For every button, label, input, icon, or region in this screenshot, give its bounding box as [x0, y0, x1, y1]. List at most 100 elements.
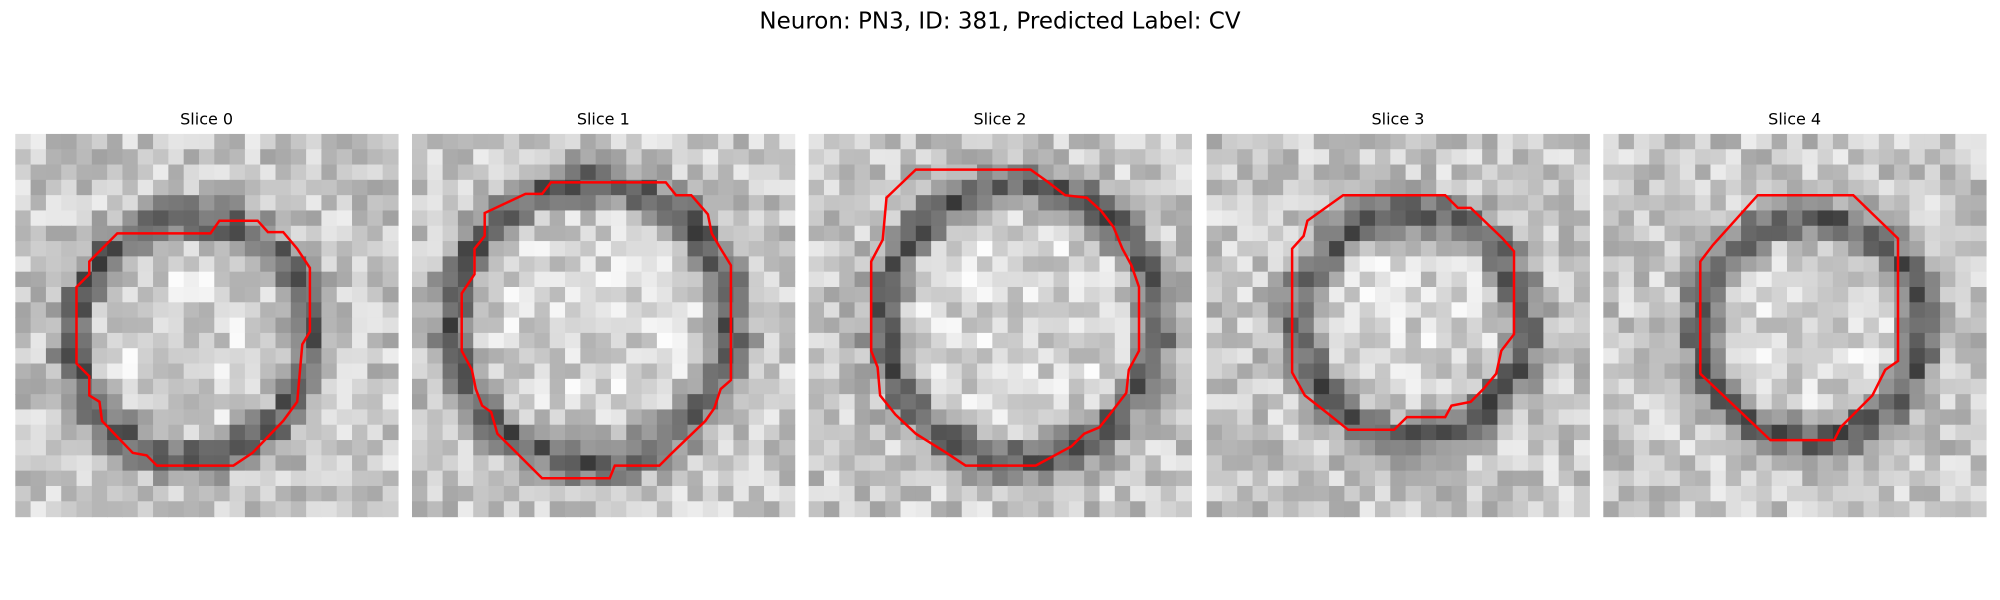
image-pixel — [76, 424, 93, 441]
image-pixel — [1390, 470, 1407, 487]
image-pixel — [869, 485, 886, 502]
image-pixel — [45, 440, 62, 456]
image-pixel — [549, 149, 566, 166]
image-pixel — [1664, 455, 1681, 472]
image-pixel — [580, 455, 597, 472]
image-pixel — [1053, 424, 1070, 441]
image-pixel — [1817, 271, 1834, 288]
image-pixel — [1497, 225, 1514, 242]
image-pixel — [153, 256, 169, 273]
image-pixel — [1390, 256, 1407, 273]
image-pixel — [854, 271, 871, 288]
image-pixel — [1436, 256, 1453, 273]
image-pixel — [1679, 378, 1696, 395]
image-pixel — [91, 271, 108, 288]
image-pixel — [244, 241, 261, 257]
image-pixel — [352, 440, 368, 456]
image-pixel — [306, 394, 323, 411]
image-pixel — [260, 501, 277, 518]
image-pixel — [565, 271, 581, 288]
image-pixel — [854, 286, 871, 303]
image-pixel — [442, 241, 459, 257]
image-pixel — [1237, 210, 1254, 227]
image-pixel — [718, 470, 735, 487]
image-pixel — [1206, 133, 1223, 150]
image-pixel — [168, 424, 185, 441]
image-pixel — [275, 164, 292, 181]
image-pixel — [1252, 164, 1269, 181]
image-pixel — [534, 286, 551, 303]
image-pixel — [1741, 348, 1757, 365]
image-pixel — [534, 179, 551, 196]
image-pixel — [1543, 256, 1560, 273]
image-pixel — [1848, 485, 1865, 502]
image-pixel — [1283, 501, 1300, 518]
image-pixel — [1894, 256, 1911, 273]
image-pixel — [1206, 348, 1223, 365]
image-pixel — [1664, 133, 1681, 150]
image-pixel — [1497, 363, 1514, 380]
image-pixel — [411, 164, 428, 181]
image-pixel — [1664, 149, 1681, 166]
image-pixel — [442, 317, 459, 334]
image-pixel — [1482, 348, 1499, 365]
image-pixel — [1007, 179, 1024, 196]
image-pixel — [1741, 256, 1757, 273]
image-pixel — [946, 485, 963, 502]
image-pixel — [1528, 424, 1544, 441]
image-pixel — [76, 440, 93, 456]
image-pixel — [1497, 271, 1514, 288]
image-pixel — [580, 440, 597, 456]
image-pixel — [1618, 378, 1635, 395]
image-pixel — [1114, 394, 1131, 411]
image-pixel — [1206, 286, 1223, 303]
image-pixel — [839, 210, 856, 227]
image-pixel — [764, 348, 780, 365]
image-pixel — [1176, 225, 1192, 242]
image-pixel — [1618, 179, 1635, 196]
image-pixel — [764, 164, 780, 181]
image-pixel — [1114, 256, 1131, 273]
image-pixel — [1390, 241, 1407, 257]
image-pixel — [321, 164, 338, 181]
image-pixel — [610, 378, 627, 395]
image-pixel — [869, 378, 886, 395]
image-pixel — [1863, 286, 1880, 303]
image-pixel — [1145, 302, 1162, 319]
image-pixel — [808, 394, 825, 411]
image-pixel — [1099, 394, 1116, 411]
image-pixel — [1725, 225, 1742, 242]
image-pixel — [1344, 332, 1361, 349]
image-pixel — [641, 302, 658, 319]
image-pixel — [91, 149, 108, 166]
image-pixel — [1649, 424, 1666, 441]
image-pixel — [1420, 470, 1437, 487]
image-pixel — [534, 149, 551, 166]
image-pixel — [1894, 225, 1911, 242]
image-pixel — [306, 424, 323, 441]
image-pixel — [137, 286, 154, 303]
image-pixel — [1603, 286, 1620, 303]
image-pixel — [1053, 501, 1070, 518]
image-pixel — [534, 332, 551, 349]
image-pixel — [626, 378, 643, 395]
image-pixel — [198, 348, 215, 365]
image-pixel — [808, 241, 825, 257]
image-pixel — [1940, 210, 1956, 227]
image-pixel — [91, 164, 108, 181]
image-pixel — [779, 394, 796, 411]
image-pixel — [76, 470, 93, 487]
image-pixel — [1558, 363, 1575, 380]
image-pixel — [1114, 332, 1131, 349]
image-pixel — [1160, 195, 1177, 212]
image-pixel — [1633, 302, 1650, 319]
image-pixel — [198, 256, 215, 273]
image-pixel — [1466, 470, 1483, 487]
image-pixel — [411, 455, 428, 472]
image-pixel — [1176, 179, 1192, 196]
image-pixel — [1786, 363, 1803, 380]
image-pixel — [321, 455, 338, 472]
image-pixel — [1237, 225, 1254, 242]
image-pixel — [748, 470, 765, 487]
image-pixel — [534, 317, 551, 334]
